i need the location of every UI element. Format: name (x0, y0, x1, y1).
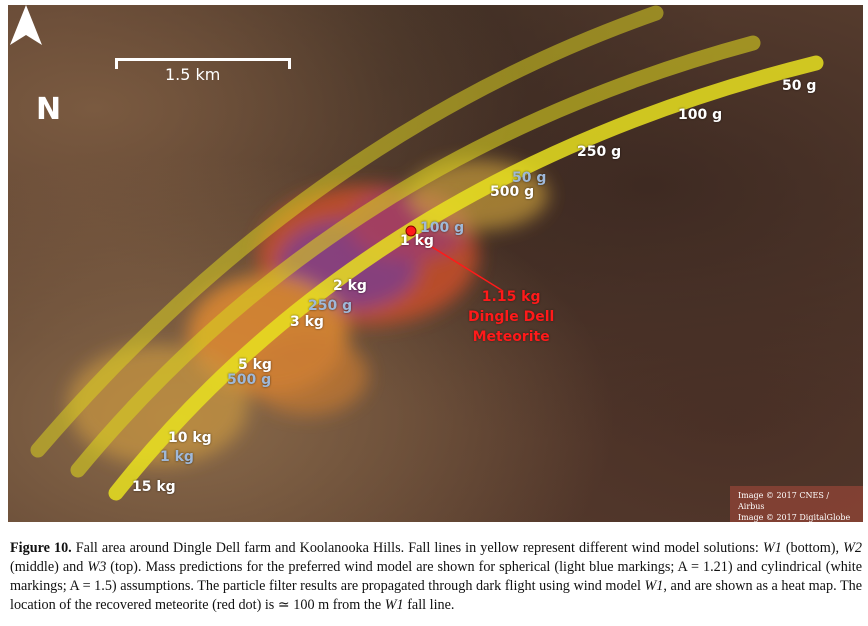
scale-label: 1.5 km (165, 65, 221, 84)
meteorite-name-1: Dingle Dell (468, 309, 555, 325)
caption-text: , and are shown as a heat map. The locat… (10, 578, 862, 613)
caption-text: W1 (762, 540, 782, 556)
meteorite-pointer (415, 236, 504, 292)
caption-text: W3 (87, 559, 107, 575)
spherical-label: 50 g (512, 170, 547, 186)
north-label: N (36, 92, 62, 127)
cylindrical-label: 1 kg (400, 233, 434, 249)
satellite-map: 1.5 km N 50 g 100 g 250 g 500 g 1 kg 2 k… (8, 5, 863, 522)
cylindrical-label: 100 g (678, 107, 723, 123)
caption-text: fall line. (403, 597, 455, 613)
fall-line-w2 (70, 35, 761, 478)
cylindrical-label: 5 kg (238, 357, 272, 373)
spherical-label: 250 g (308, 298, 353, 314)
cylindrical-label: 15 kg (132, 479, 176, 495)
north-arrow-icon (10, 5, 42, 45)
credit-line: Image © 2017 CNES / Airbus (738, 491, 830, 511)
map-overlay (30, 5, 824, 501)
meteorite-dot (405, 225, 417, 237)
image-credit: Image © 2017 CNES / Airbus Image © 2017 … (730, 486, 863, 522)
caption-text: (middle) and (10, 559, 88, 575)
cylindrical-label: 50 g (782, 78, 817, 94)
scale-bar (115, 58, 291, 69)
caption-text: (bottom), (781, 540, 844, 556)
caption-text: W1 (384, 597, 404, 613)
caption-label: Figure 10. (10, 540, 72, 556)
fall-line-w3 (30, 5, 664, 458)
cylindrical-label: 500 g (490, 184, 535, 200)
caption-text: W2 (843, 540, 863, 556)
cylindrical-label: 3 kg (290, 314, 324, 330)
meteorite-mass: 1.15 kg (481, 289, 541, 305)
caption-text: (top). Mass predictions for the preferre… (10, 559, 862, 594)
meteorite-name-2: Meteorite (472, 329, 550, 345)
cylindrical-label: 250 g (577, 144, 622, 160)
fall-line-w1 (108, 55, 824, 501)
cylindrical-label: 2 kg (333, 278, 367, 294)
figure-caption: Figure 10. Fall area around Dingle Dell … (10, 539, 862, 615)
credit-line: Image © 2017 DigitalGlobe (738, 513, 851, 522)
caption-text: W1 (644, 578, 664, 594)
spherical-label: 1 kg (160, 449, 194, 465)
caption-text: Fall area around Dingle Dell farm and Ko… (71, 540, 763, 556)
spherical-label: 100 g (420, 220, 465, 236)
meteorite-label: 1.15 kg Dingle Dell Meteorite (468, 287, 554, 347)
cylindrical-label: 10 kg (168, 430, 212, 446)
spherical-label: 500 g (227, 372, 272, 388)
